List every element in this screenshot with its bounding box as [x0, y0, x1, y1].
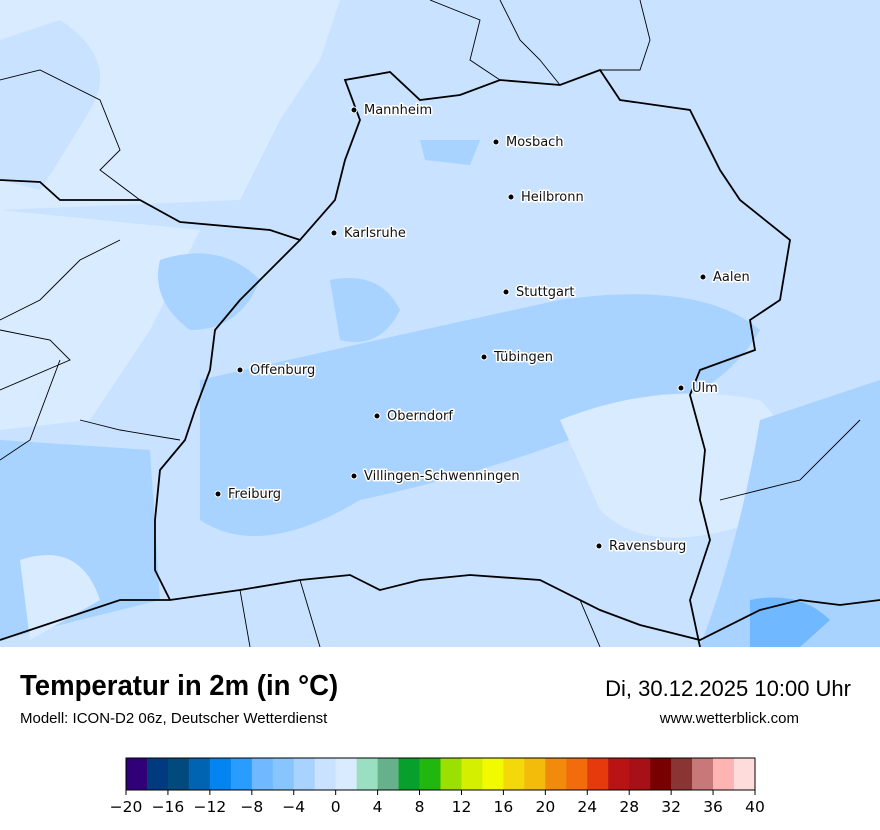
city-karlsruhe: Karlsruhe [330, 225, 407, 243]
city-dot-icon [236, 366, 244, 374]
legend-swatch [356, 758, 378, 790]
city-mannheim: Mannheim [350, 102, 434, 120]
city-oberndorf: Oberndorf [373, 408, 455, 426]
city-t-bingen: Tübingen [480, 349, 555, 367]
city-dot-icon [677, 384, 685, 392]
model-source: Modell: ICON-D2 06z, Deutscher Wetterdie… [20, 710, 328, 727]
legend-swatch [272, 758, 295, 790]
city-offenburg: Offenburg [236, 362, 317, 380]
legend-swatch [146, 758, 169, 790]
website-link[interactable]: www.wetterblick.com [659, 710, 799, 727]
legend-swatch [314, 758, 336, 790]
legend-tick-label: −8 [240, 798, 263, 816]
city-dot-icon [502, 288, 510, 296]
city-ulm: Ulm [677, 380, 719, 398]
city-dot-icon [214, 490, 222, 498]
city-label: Offenburg [250, 363, 315, 378]
city-dot-icon [595, 542, 603, 550]
city-dot-icon [699, 273, 707, 281]
city-label: Oberndorf [387, 409, 453, 424]
city-label: Ravensburg [609, 539, 686, 554]
city-dot-icon [492, 138, 500, 146]
city-ravensburg: Ravensburg [595, 538, 688, 556]
legend-tick-label: 20 [535, 798, 555, 816]
legend-swatch [692, 758, 714, 790]
city-label: Mosbach [506, 135, 564, 150]
legend-tick-label: −4 [282, 798, 305, 816]
city-label: Stuttgart [516, 285, 574, 300]
legend-swatch [209, 758, 232, 790]
city-label: Tübingen [493, 350, 553, 365]
legend-swatch [188, 758, 211, 790]
legend-swatch [440, 758, 462, 790]
legend-tick-label: 4 [373, 798, 383, 816]
legend-swatch [587, 758, 609, 790]
city-dot-icon [507, 193, 515, 201]
city-aalen: Aalen [699, 269, 751, 287]
legend-tick-label: 0 [331, 798, 341, 816]
city-label: Ulm [692, 381, 718, 396]
legend-tick-label: 12 [452, 798, 472, 816]
country-border [0, 574, 880, 641]
legend-swatch [713, 758, 735, 790]
city-label: Freiburg [228, 487, 281, 502]
legend-swatch [629, 758, 651, 790]
legend-swatch [293, 758, 315, 790]
city-heilbronn: Heilbronn [507, 189, 585, 207]
legend-tick-label: 32 [661, 798, 681, 816]
legend-swatch [650, 758, 672, 790]
legend-swatch [251, 758, 274, 790]
legend-tick-label: 24 [577, 798, 597, 816]
legend-swatch [167, 758, 190, 790]
city-label: Villingen-Schwenningen [364, 469, 520, 484]
legend-swatch [461, 758, 483, 790]
borders [0, 0, 880, 647]
legend-swatch [335, 758, 357, 790]
city-villingen-schwenningen: Villingen-Schwenningen [350, 468, 521, 486]
legend-tick-label: 28 [619, 798, 639, 816]
legend-tick-label: 40 [745, 798, 765, 816]
legend-swatch [671, 758, 693, 790]
temperature-map: Mannheim Mosbach Heilbronn Karlsruhe Aalen St… [0, 0, 880, 647]
legend-frame [125, 757, 756, 791]
city-label: Karlsruhe [344, 226, 406, 241]
forecast-datetime: Di, 30.12.2025 10:00 Uhr [605, 676, 851, 701]
city-stuttgart: Stuttgart [502, 284, 576, 302]
city-label: Aalen [713, 270, 750, 285]
legend-swatch [230, 758, 253, 790]
rhine-border [154, 239, 301, 601]
legend-swatch [734, 758, 756, 790]
legend-swatch [377, 758, 399, 790]
legend-swatch [126, 758, 148, 790]
legend-swatch [608, 758, 630, 790]
map-title: Temperatur in 2m (in °C) [20, 670, 339, 702]
legend-swatch [503, 758, 525, 790]
legend-tick-label: 8 [415, 798, 425, 816]
legend-swatch [524, 758, 546, 790]
legend-swatch [566, 758, 588, 790]
city-dot-icon [480, 353, 488, 361]
city-dot-icon [350, 472, 358, 480]
city-label: Mannheim [364, 103, 432, 118]
legend-tick-label: −12 [194, 798, 227, 816]
legend-tick-label: −16 [152, 798, 185, 816]
legend-tick-label: 16 [494, 798, 514, 816]
city-freiburg: Freiburg [214, 486, 283, 504]
color-legend: −20 −16 −12 −8 −4 0 4 8 12 16 20 24 28 32 36 40 [110, 757, 765, 816]
city-dot-icon [350, 106, 358, 114]
city-dot-icon [373, 412, 381, 420]
state-border [0, 68, 791, 647]
legend-swatch [398, 758, 420, 790]
legend-tick-label: 36 [703, 798, 723, 816]
temperature-field [0, 0, 880, 647]
city-label: Heilbronn [521, 190, 584, 205]
legend-swatch [482, 758, 504, 790]
legend-swatch [545, 758, 567, 790]
legend-tick-label: −20 [110, 798, 142, 816]
city-mosbach: Mosbach [492, 134, 565, 152]
city-dot-icon [330, 229, 338, 237]
legend-swatch [419, 758, 441, 790]
city-markers: Mannheim Mosbach Heilbronn Karlsruhe Aalen St… [214, 102, 751, 556]
